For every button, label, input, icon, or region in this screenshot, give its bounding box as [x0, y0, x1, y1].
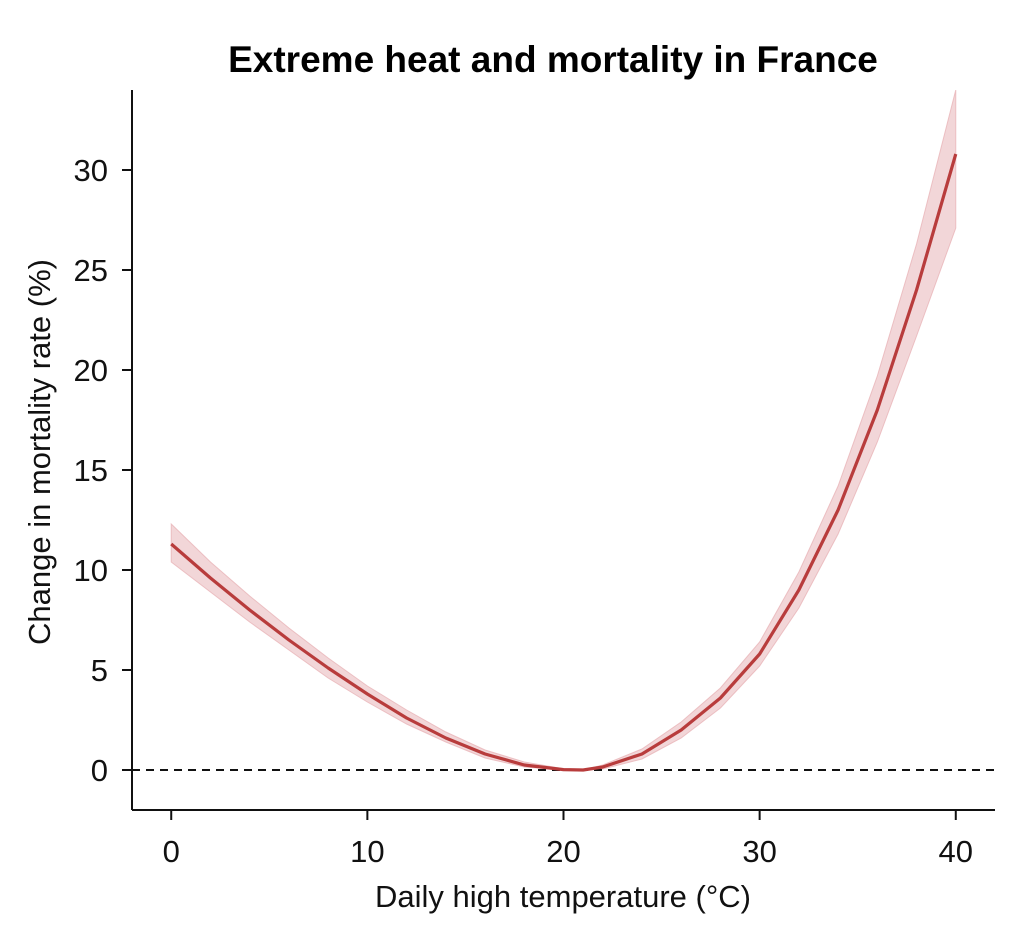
chart-title: Extreme heat and mortality in France — [228, 39, 878, 80]
y-tick-label: 20 — [74, 353, 108, 388]
x-tick-label: 20 — [546, 834, 580, 869]
confidence-band — [170, 90, 957, 771]
axes: 0 10 20 30 40 0 5 10 15 20 25 30 — [74, 90, 995, 869]
data-layer — [132, 90, 995, 772]
y-tick-label: 10 — [74, 553, 108, 588]
y-tick-label: 25 — [74, 253, 108, 288]
x-tick-label: 10 — [350, 834, 384, 869]
y-axis-label: Change in mortality rate (%) — [22, 259, 57, 645]
y-tick-label: 30 — [74, 153, 108, 188]
plot-area — [132, 90, 995, 772]
mortality-curve — [170, 153, 958, 772]
x-axis-label: Daily high temperature (°C) — [375, 879, 751, 914]
x-tick-label: 40 — [939, 834, 973, 869]
y-tick-label: 15 — [74, 453, 108, 488]
x-tick-label: 30 — [742, 834, 776, 869]
y-tick-label: 0 — [91, 753, 108, 788]
x-tick-label: 0 — [163, 834, 180, 869]
y-tick-label: 5 — [91, 653, 108, 688]
